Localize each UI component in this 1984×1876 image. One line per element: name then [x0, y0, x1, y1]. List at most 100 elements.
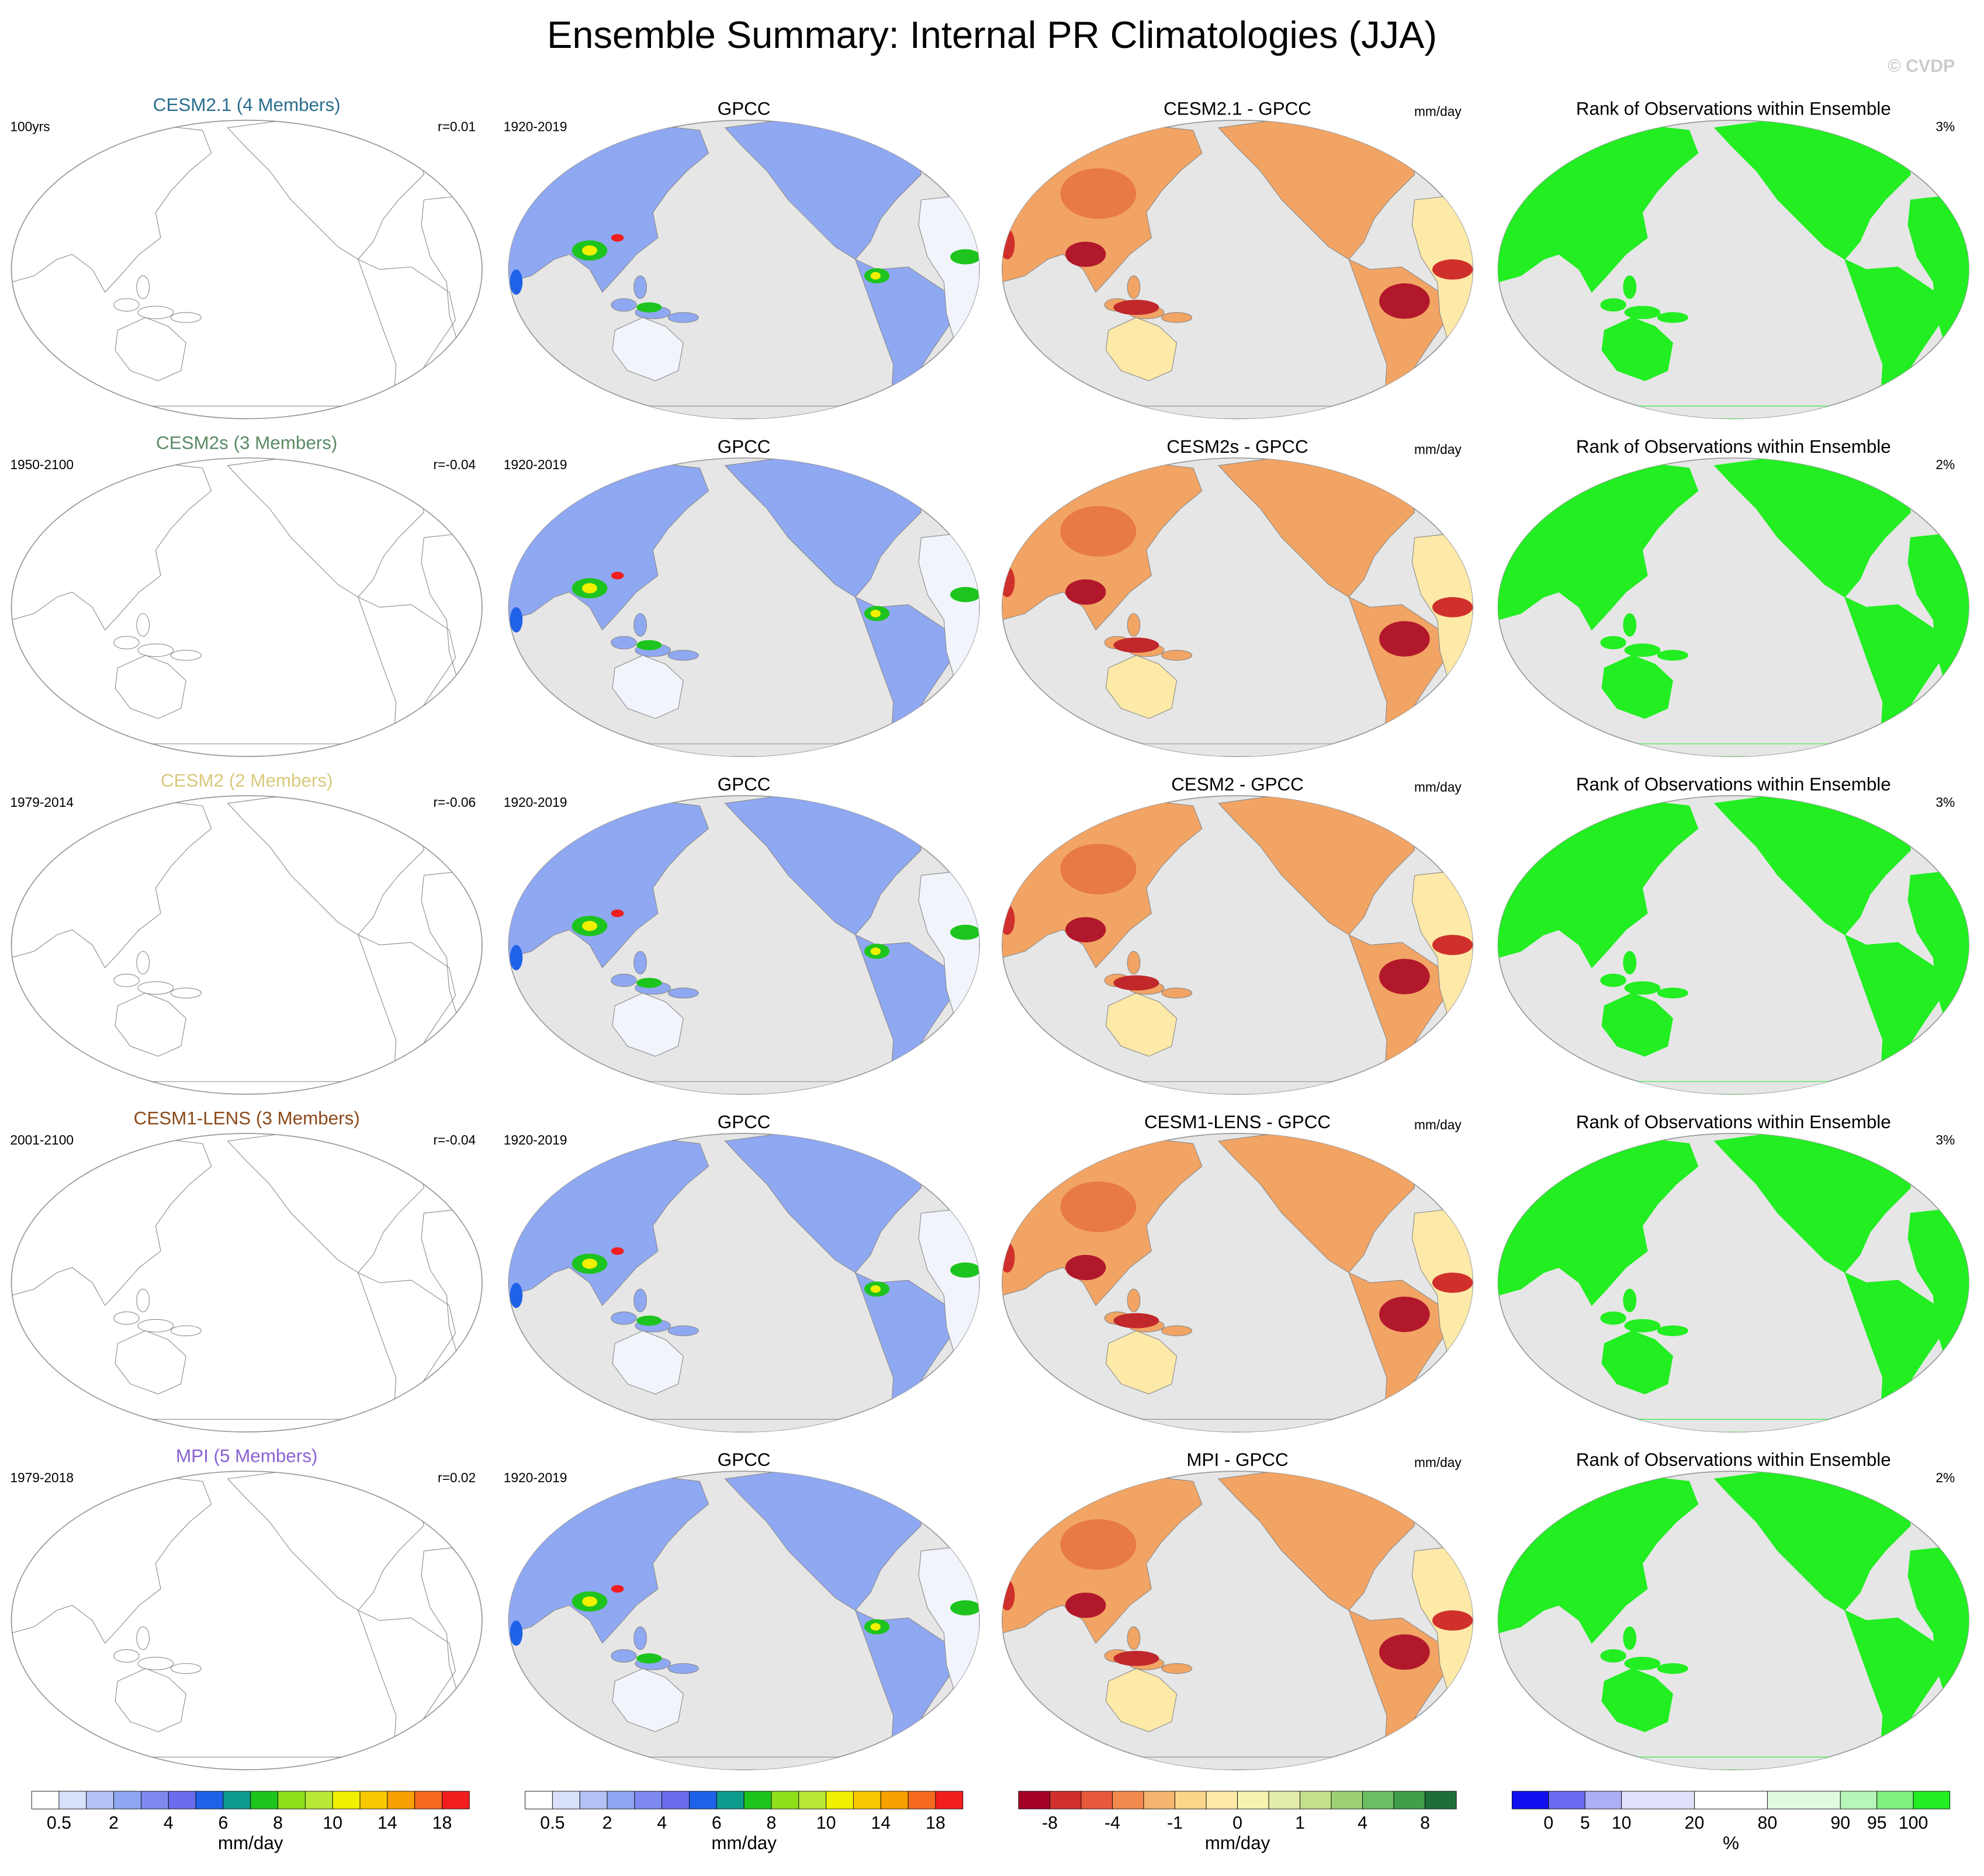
colorbar-swatch [250, 1791, 278, 1809]
precip-blob [870, 947, 881, 955]
panel-title: CESM1-LENS - GPCC [1144, 1112, 1331, 1132]
colorbar-swatch [58, 1791, 87, 1809]
map-panel [1497, 1471, 1969, 1770]
diff-blob [1113, 975, 1159, 991]
panel-title: Rank of Observations within Ensemble [1576, 774, 1891, 795]
colorbar-swatch [442, 1791, 470, 1809]
colorbar-label: -8 [1042, 1813, 1058, 1833]
correlation-label: r=0.02 [438, 1470, 476, 1485]
colorbar-swatch [1331, 1791, 1363, 1809]
colorbar-swatch [689, 1791, 717, 1809]
land [1498, 1756, 1969, 1770]
unit-label: mm/day [1414, 1455, 1462, 1470]
colorbar-label: 90 [1830, 1813, 1850, 1833]
colorbar-swatch [743, 1791, 772, 1809]
period-label: 1920-2019 [504, 119, 567, 134]
colorbar-swatch [880, 1791, 909, 1809]
colorbar-swatch [1362, 1791, 1394, 1809]
map-panel [11, 119, 483, 419]
colorbar-swatch [1393, 1791, 1426, 1809]
colorbar-label: 18 [432, 1813, 452, 1833]
precip-blob [950, 924, 979, 940]
map-clip [508, 795, 979, 1094]
panel-title: Rank of Observations within Ensemble [1576, 99, 1891, 119]
correlation-label: r=0.01 [438, 119, 476, 134]
colorbar-label: 10 [816, 1813, 836, 1833]
panel-title: MPI - GPCC [1186, 1450, 1288, 1470]
period-label: 1920-2019 [504, 1132, 567, 1147]
colorbar-swatch [607, 1791, 635, 1809]
colorbar-unit: mm/day [1205, 1833, 1270, 1853]
diff-blob [1432, 259, 1473, 280]
map-background [11, 1471, 483, 1770]
map-panel [1001, 795, 1474, 1095]
map-panel [11, 457, 483, 757]
precip-blob [510, 1282, 523, 1308]
map-clip [1002, 1471, 1473, 1770]
diff-blob [1432, 935, 1473, 955]
diff-blob [1065, 917, 1106, 943]
map-panel [1497, 119, 1969, 419]
diff-blob [1379, 1296, 1430, 1332]
map-clip [508, 1133, 979, 1433]
colorbar-swatch [1237, 1791, 1269, 1809]
colorbar-swatch [1511, 1791, 1549, 1809]
land [508, 1081, 979, 1094]
colorbar-label: 6 [218, 1813, 228, 1833]
precip-blob [870, 1285, 881, 1293]
precip-blob [870, 1622, 881, 1631]
diff-blob [1065, 1592, 1106, 1618]
precip-blob [950, 587, 979, 602]
colorbar-swatch [195, 1791, 224, 1809]
colorbar-swatch [771, 1791, 799, 1809]
colorbar-swatch [223, 1791, 251, 1809]
colorbar-swatch [935, 1791, 964, 1809]
colorbar-swatch [359, 1791, 388, 1809]
diff-blob [1060, 844, 1137, 894]
land [1498, 1081, 1969, 1094]
correlation-label: r=-0.06 [433, 795, 476, 810]
colorbar-swatch [1548, 1791, 1585, 1809]
colorbar-label: 4 [1358, 1813, 1367, 1833]
precip-blob [581, 245, 597, 256]
percent-label: 3% [1935, 119, 1955, 134]
colorbar-unit: mm/day [218, 1833, 283, 1853]
panel-title: CESM2s - GPCC [1166, 436, 1308, 457]
colorbar-swatch [1767, 1791, 1841, 1809]
colorbar-label: 8 [273, 1813, 283, 1833]
colorbar-swatch [1018, 1791, 1050, 1809]
unit-label: mm/day [1414, 1117, 1462, 1132]
colorbar-swatch [853, 1791, 881, 1809]
colorbar-swatch [1112, 1791, 1144, 1809]
correlation-label: r=-0.04 [433, 457, 476, 472]
precip-blob [581, 583, 597, 594]
colorbar-unit: mm/day [711, 1833, 777, 1853]
period-label: 100yrs [10, 119, 50, 134]
diff-blob [1002, 228, 1015, 259]
percent-label: 3% [1935, 1132, 1955, 1147]
period-label: 1920-2019 [504, 1470, 567, 1485]
map-panel [508, 119, 980, 419]
colorbar-swatch [1913, 1791, 1950, 1809]
colorbar-swatch [716, 1791, 745, 1809]
diff-blob [1113, 637, 1159, 653]
map-panel [508, 457, 980, 757]
diff-blob [1379, 283, 1430, 319]
map-panel [508, 795, 980, 1095]
colorbar-label: 100 [1899, 1813, 1928, 1833]
land [508, 1756, 979, 1770]
colorbar-swatch [1584, 1791, 1622, 1809]
unit-label: mm/day [1414, 442, 1462, 457]
diff-blob [1065, 1254, 1106, 1281]
diff-blob [1432, 1272, 1473, 1293]
watermark: © CVDP [1888, 57, 1955, 76]
period-label: 2001-2100 [10, 1132, 74, 1147]
colorbar-swatch [113, 1791, 141, 1809]
figure-title: Ensemble Summary: Internal PR Climatolog… [547, 13, 1437, 56]
map-panel [11, 1471, 483, 1770]
precip-blob [581, 921, 597, 931]
colorbar-swatch [908, 1791, 936, 1809]
colorbar-swatch [1840, 1791, 1878, 1809]
